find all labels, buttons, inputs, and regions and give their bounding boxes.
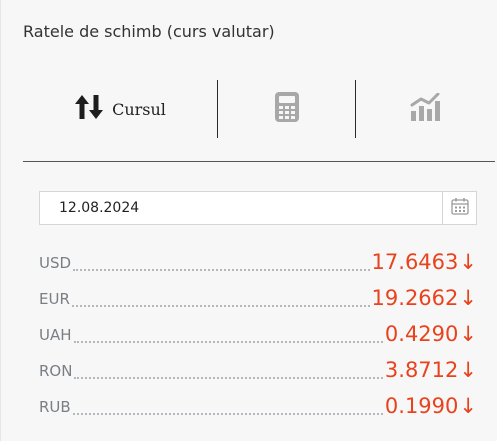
dotted-leader: [72, 412, 383, 415]
calculator-icon: [274, 92, 299, 126]
rates-list: USD 17.6463 ↓ EUR 19.2662 ↓ UAH 0.4290 ↓…: [39, 238, 477, 418]
tab-converter[interactable]: [218, 78, 355, 140]
dotted-leader: [74, 376, 383, 379]
calendar-button[interactable]: [442, 192, 476, 224]
currency-code: RON: [39, 362, 73, 380]
rate-value: 0.1990: [384, 394, 459, 418]
rate-row-rub: RUB 0.1990 ↓: [39, 382, 477, 418]
down-arrow-icon: ↓: [459, 250, 477, 274]
down-arrow-icon: ↓: [459, 394, 477, 418]
tab-divider: [355, 80, 356, 138]
date-picker: [39, 191, 477, 225]
rate-row-usd: USD 17.6463 ↓: [39, 238, 477, 274]
rate-value: 0.4290: [384, 322, 459, 346]
tab-rates[interactable]: Cursul: [23, 78, 217, 140]
down-arrow-icon: ↓: [459, 358, 477, 382]
tab-rates-label: Cursul: [112, 99, 166, 119]
currency-code: EUR: [39, 290, 70, 308]
tab-chart[interactable]: [356, 78, 493, 140]
dotted-leader: [71, 304, 370, 307]
rate-value: 3.8712: [384, 358, 459, 382]
section-divider: [23, 161, 495, 162]
dotted-leader: [73, 268, 370, 271]
tab-divider: [217, 80, 218, 138]
date-input[interactable]: [40, 192, 442, 224]
down-arrow-icon: ↓: [459, 322, 477, 346]
currency-code: UAH: [39, 326, 72, 344]
bar-chart-icon: [410, 92, 440, 125]
rate-row-ron: RON 3.8712 ↓: [39, 346, 477, 382]
calendar-icon: [450, 197, 469, 219]
dotted-leader: [73, 340, 383, 343]
currency-code: RUB: [39, 398, 71, 416]
up-down-arrows-icon: [74, 92, 104, 126]
currency-code: USD: [39, 254, 72, 272]
down-arrow-icon: ↓: [459, 286, 477, 310]
rate-row-uah: UAH 0.4290 ↓: [39, 310, 477, 346]
rate-value: 17.6463: [371, 250, 459, 274]
widget-tabs: Cursul: [23, 78, 493, 140]
rate-value: 19.2662: [371, 286, 459, 310]
rate-row-eur: EUR 19.2662 ↓: [39, 274, 477, 310]
widget-title: Ratele de schimb (curs valutar): [23, 22, 275, 41]
